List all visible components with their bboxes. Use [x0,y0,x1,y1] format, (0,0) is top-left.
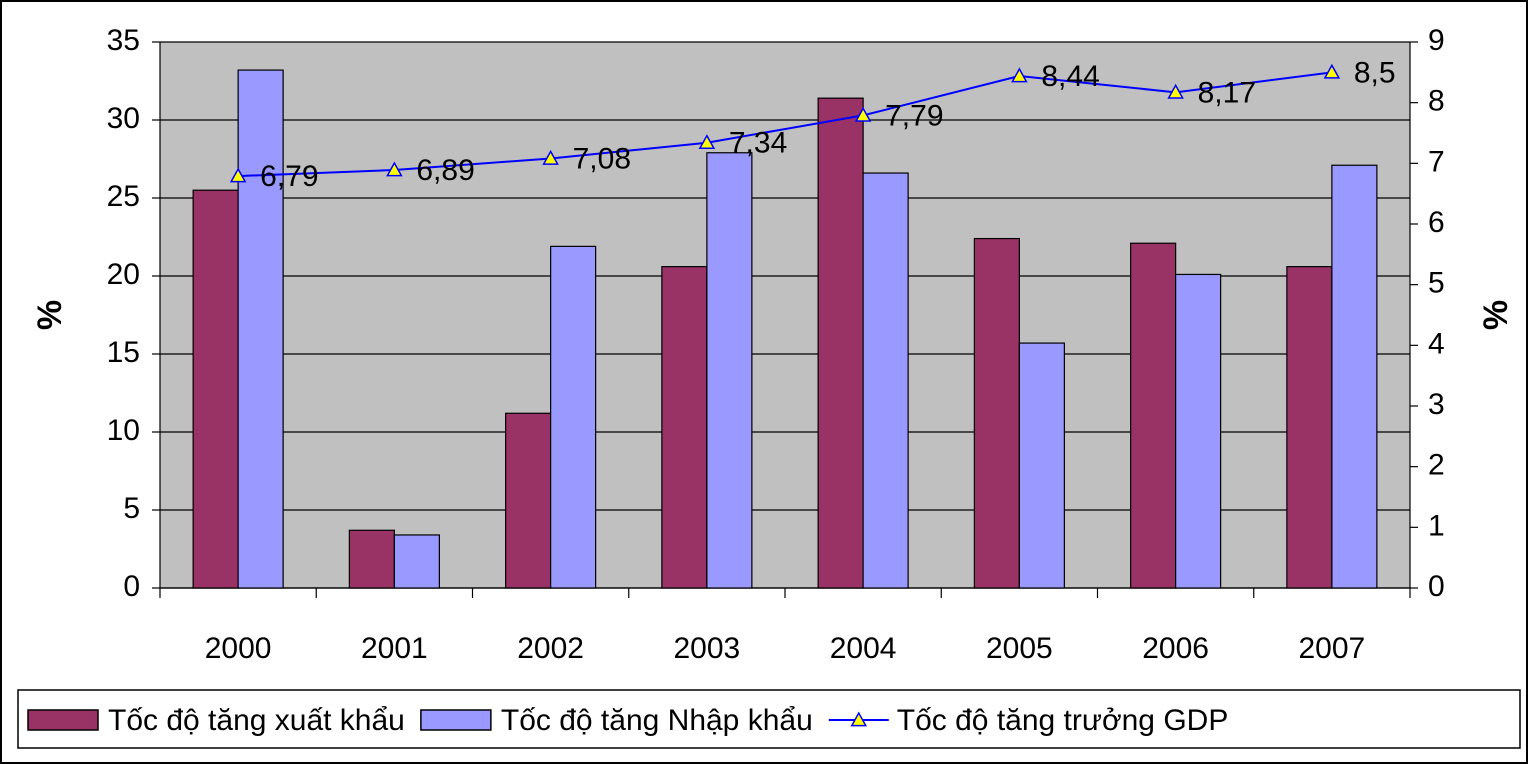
y-tick-label: 15 [107,336,140,369]
data-label: 8,17 [1198,76,1256,109]
legend-label: Tốc độ tăng xuất khẩu [108,704,405,737]
data-label: 7,08 [573,142,631,175]
legend-box [17,689,1521,749]
bar [1175,273,1222,589]
bar [661,266,708,589]
line-marker [386,161,403,177]
legend-swatch [420,709,492,731]
y-tick-label: 5 [123,492,140,525]
y-tick-label: 25 [107,180,140,213]
x-tick-label: 2000 [205,632,272,665]
data-label: 8,44 [1041,60,1099,93]
x-tick-label: 2005 [986,632,1053,665]
bar [348,529,395,589]
y2-tick-label: 0 [1428,570,1445,603]
plot-area [160,42,1410,588]
data-label: 6,79 [260,160,318,193]
bar [817,97,864,589]
y2-tick-label: 7 [1428,145,1445,178]
y2-tick-label: 5 [1428,267,1445,300]
line-marker [698,134,716,150]
bar [706,152,753,589]
bar [1331,164,1378,589]
line-marker [1167,83,1184,99]
x-tick-label: 2001 [361,632,428,665]
bar [973,237,1020,589]
y-tick-label: 35 [107,24,140,57]
x-tick-label: 2003 [674,632,741,665]
x-tick-label: 2004 [830,632,897,665]
line-marker [229,167,247,183]
legend-marker [850,711,868,727]
line-marker [854,106,872,122]
y2-tick-label: 1 [1428,509,1445,542]
bar [1286,266,1333,589]
legend-label: Tốc độ tăng trưởng GDP [897,704,1229,737]
data-label: 7,34 [729,127,787,160]
line-marker [1011,67,1028,83]
bar [505,412,552,589]
y-tick-label: 10 [107,414,140,447]
y2-tick-label: 2 [1428,449,1445,482]
y-tick-label: 30 [107,102,140,135]
y2-tick-label: 3 [1428,388,1445,421]
data-label: 8,5 [1354,56,1396,89]
y-axis-label: % [31,300,69,330]
y2-tick-label: 6 [1428,206,1445,239]
line-marker [1323,63,1341,79]
bar [237,69,284,589]
bar [1130,242,1177,589]
x-tick-label: 2002 [517,632,584,665]
bar [192,189,239,589]
y2-tick-label: 9 [1428,24,1445,57]
bar [393,534,440,589]
x-tick-label: 2007 [1299,632,1366,665]
x-tick-label: 2006 [1142,632,1209,665]
y-tick-label: 0 [123,570,140,603]
bar [550,245,597,589]
legend-swatch [27,709,99,731]
line-series [238,71,1333,178]
data-label: 6,89 [416,154,474,187]
line-marker [542,149,559,165]
y2-tick-label: 8 [1428,85,1445,118]
y-tick-label: 20 [107,258,140,291]
bar [1018,342,1065,589]
y2-tick-label: 4 [1428,327,1445,360]
legend-label: Tốc độ tăng Nhập khẩu [501,704,813,737]
bar [862,172,909,589]
y2-axis-label: % [1477,300,1515,330]
data-label: 7,79 [885,99,943,132]
